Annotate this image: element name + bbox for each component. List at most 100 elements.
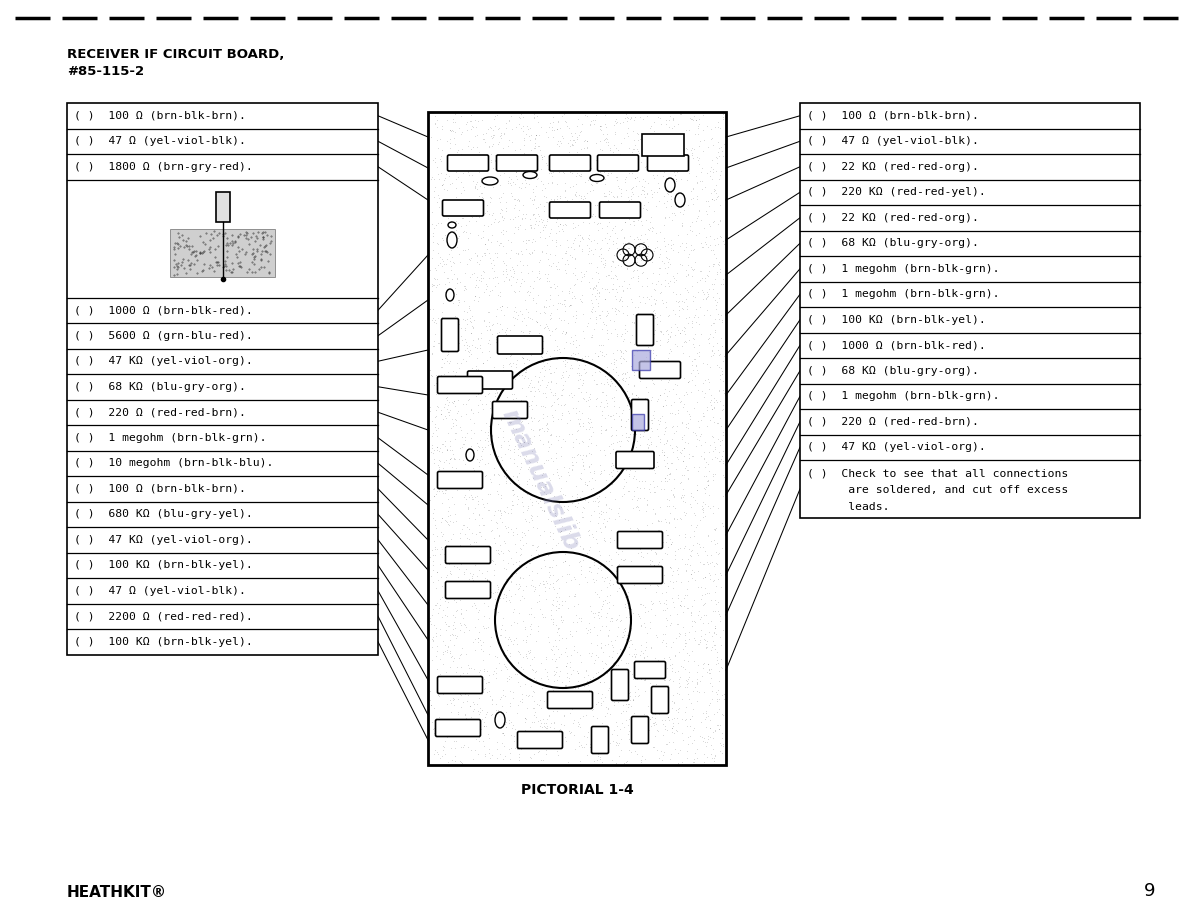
Point — [430, 546, 449, 561]
Point — [671, 599, 690, 613]
Point — [673, 453, 692, 468]
Point — [454, 471, 473, 486]
Point — [627, 343, 646, 358]
Point — [484, 468, 503, 483]
Point — [628, 672, 647, 687]
Point — [470, 453, 489, 467]
Point — [612, 208, 631, 223]
Point — [682, 260, 701, 274]
Point — [618, 718, 637, 733]
Point — [559, 461, 579, 476]
Point — [454, 617, 473, 632]
Point — [686, 213, 706, 228]
Point — [611, 552, 630, 566]
Point — [696, 237, 715, 252]
Point — [488, 430, 507, 444]
Point — [568, 674, 587, 688]
Point — [586, 345, 605, 360]
Point — [582, 242, 601, 257]
Point — [700, 444, 719, 459]
Point — [591, 376, 610, 391]
Point — [677, 563, 696, 577]
Point — [706, 642, 725, 656]
Point — [545, 667, 564, 682]
Point — [576, 385, 595, 399]
Point — [676, 494, 695, 509]
Point — [624, 605, 643, 620]
Point — [673, 294, 692, 308]
Point — [659, 515, 678, 530]
Point — [684, 631, 703, 645]
Point — [444, 559, 464, 574]
Point — [447, 514, 466, 529]
Point — [591, 118, 610, 133]
Point — [692, 661, 712, 676]
Point — [522, 509, 541, 523]
Point — [604, 733, 623, 748]
Point — [516, 711, 536, 726]
Point — [444, 218, 464, 233]
Point — [703, 338, 722, 353]
Point — [651, 482, 670, 497]
Point — [577, 692, 597, 707]
Point — [540, 560, 559, 575]
Point — [600, 143, 619, 158]
Point — [498, 321, 518, 336]
Point — [563, 346, 582, 361]
Point — [496, 504, 515, 519]
Point — [616, 621, 635, 635]
Point — [440, 217, 459, 231]
Point — [658, 722, 677, 737]
Point — [667, 617, 686, 632]
Point — [545, 506, 564, 521]
Point — [442, 442, 461, 457]
Point — [565, 513, 585, 528]
Point — [562, 725, 581, 740]
Point — [636, 368, 655, 383]
Point — [495, 504, 514, 519]
Point — [700, 487, 719, 502]
Point — [568, 681, 587, 696]
Point — [667, 266, 686, 281]
Point — [694, 571, 713, 586]
Point — [509, 110, 528, 125]
Point — [671, 594, 690, 609]
FancyBboxPatch shape — [446, 581, 490, 599]
Point — [490, 388, 509, 403]
Text: ( )  47 Ω (yel-viol-blk).: ( ) 47 Ω (yel-viol-blk). — [807, 136, 979, 146]
Point — [466, 534, 485, 549]
Point — [639, 561, 658, 576]
Point — [521, 750, 540, 765]
Point — [474, 246, 494, 261]
Point — [496, 201, 515, 216]
Point — [667, 150, 686, 164]
Point — [694, 355, 713, 370]
Point — [467, 435, 486, 450]
Point — [446, 136, 465, 151]
Point — [679, 375, 698, 389]
Point — [668, 117, 688, 131]
Point — [635, 391, 654, 406]
Point — [561, 726, 580, 741]
Point — [545, 667, 564, 682]
Point — [657, 185, 676, 200]
Point — [495, 341, 514, 356]
Text: ( )  100 Ω (brn-blk-brn).: ( ) 100 Ω (brn-blk-brn). — [807, 111, 979, 121]
Point — [567, 487, 586, 502]
Point — [436, 483, 455, 498]
Point — [563, 179, 582, 194]
Point — [706, 450, 725, 465]
Point — [629, 300, 648, 315]
Point — [685, 426, 704, 441]
Point — [522, 512, 541, 527]
Point — [480, 422, 500, 437]
Point — [703, 724, 722, 739]
Point — [429, 484, 448, 498]
Point — [618, 433, 637, 448]
Point — [583, 328, 603, 342]
Point — [685, 352, 704, 366]
Point — [571, 614, 591, 629]
Point — [461, 439, 480, 453]
Point — [513, 694, 532, 709]
Point — [665, 328, 684, 342]
